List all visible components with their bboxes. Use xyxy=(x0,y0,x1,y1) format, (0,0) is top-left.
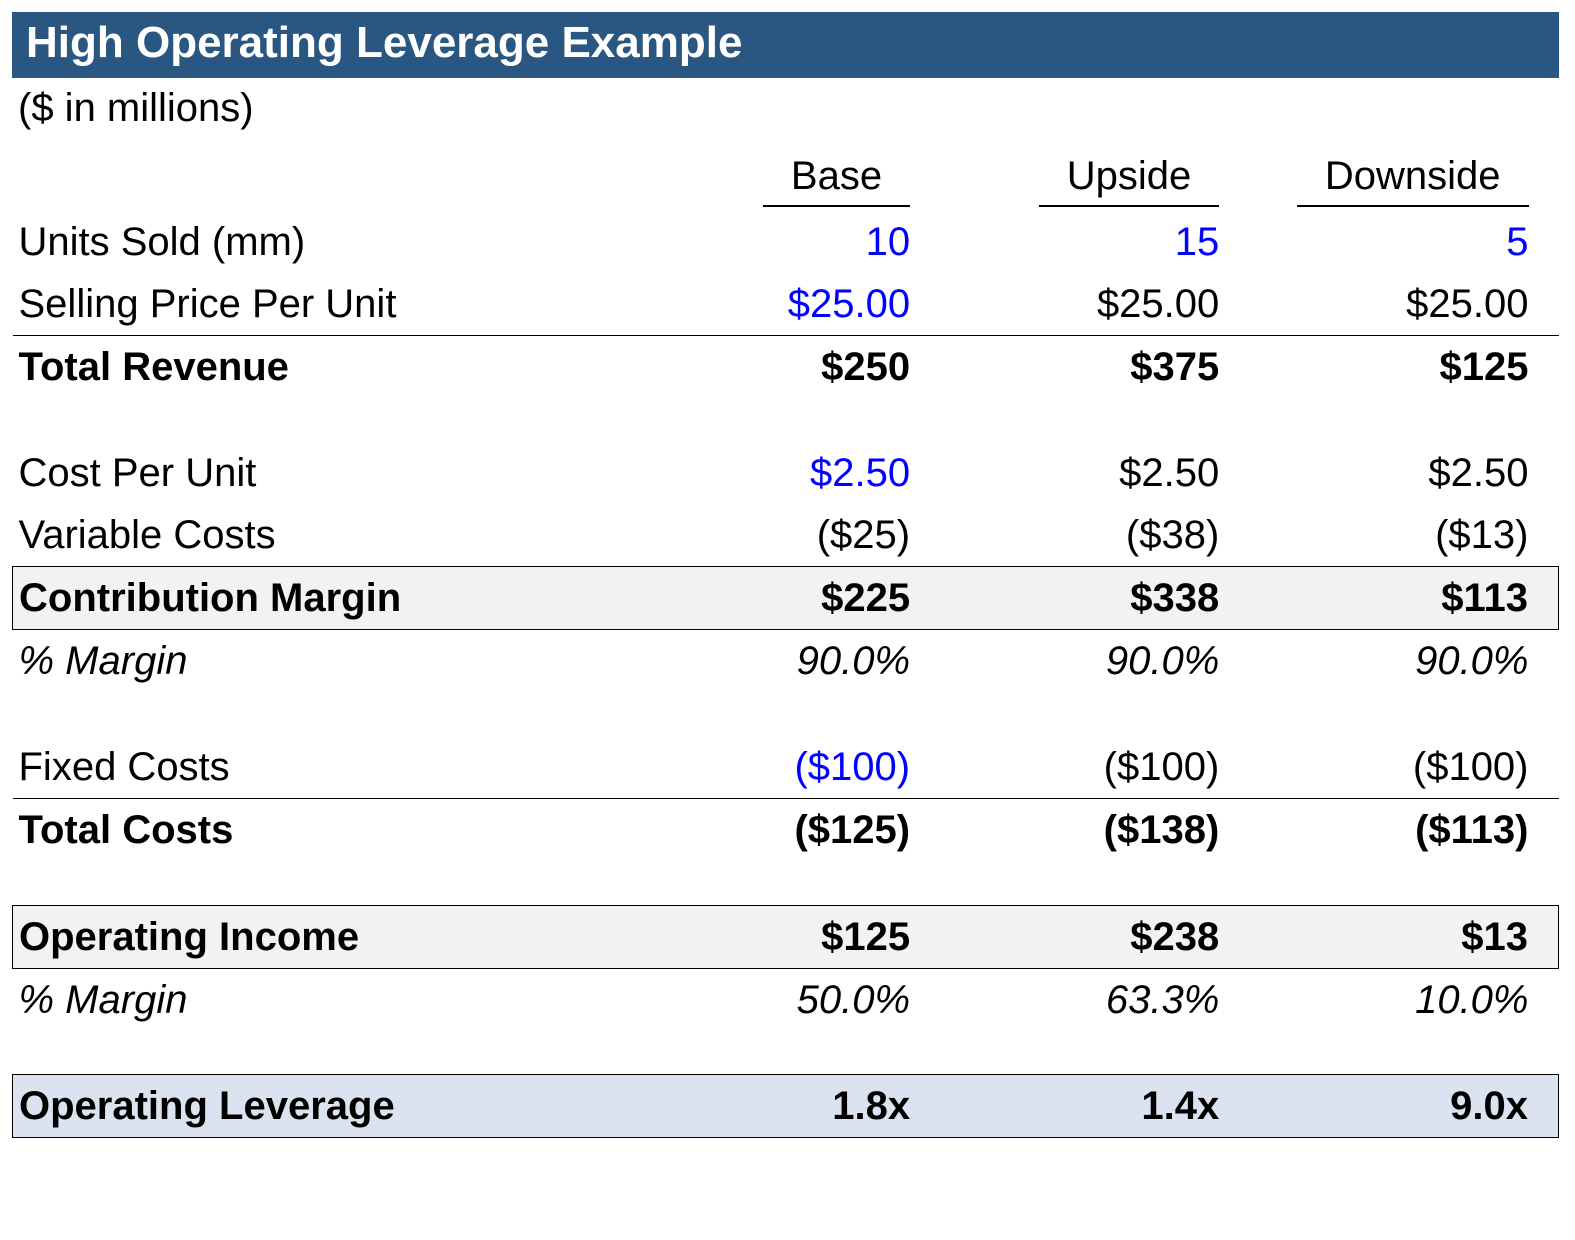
cell-value: $2.50 xyxy=(940,442,1249,504)
cell-value: $125 xyxy=(1249,336,1558,399)
cell-value: ($100) xyxy=(1249,736,1558,799)
cell-value: 90.0% xyxy=(631,630,940,693)
row-cost-per-unit: Cost Per Unit $2.50 $2.50 $2.50 xyxy=(13,442,1559,504)
cell-value: $113 xyxy=(1249,567,1558,630)
row-units-sold: Units Sold (mm) 10 15 5 xyxy=(13,211,1559,273)
cell-value: $25.00 xyxy=(631,273,940,336)
label-total-revenue: Total Revenue xyxy=(13,336,631,399)
label-units-sold: Units Sold (mm) xyxy=(13,211,631,273)
cell-value: 15 xyxy=(940,211,1249,273)
table-header-row: Base Upside Downside xyxy=(13,145,1559,211)
cell-value: $2.50 xyxy=(631,442,940,504)
cell-value: 63.3% xyxy=(940,968,1249,1031)
cell-value: ($125) xyxy=(631,799,940,862)
label-selling-price: Selling Price Per Unit xyxy=(13,273,631,336)
cell-value: 90.0% xyxy=(1249,630,1558,693)
row-contribution-margin: Contribution Margin $225 $338 $113 xyxy=(13,567,1559,630)
cell-value: 9.0x xyxy=(1249,1075,1558,1138)
leverage-table: Base Upside Downside Units Sold (mm) 10 … xyxy=(12,135,1559,1138)
cell-value: 90.0% xyxy=(940,630,1249,693)
label-operating-leverage: Operating Leverage xyxy=(13,1075,631,1138)
label-operating-income: Operating Income xyxy=(13,905,631,968)
cell-value: $250 xyxy=(631,336,940,399)
label-fixed-costs: Fixed Costs xyxy=(13,736,631,799)
cell-value: $375 xyxy=(940,336,1249,399)
cell-value: ($13) xyxy=(1249,504,1558,567)
cell-value: ($100) xyxy=(940,736,1249,799)
cell-value: ($25) xyxy=(631,504,940,567)
page-title: High Operating Leverage Example xyxy=(12,12,1559,78)
row-operating-income-pct: % Margin 50.0% 63.3% 10.0% xyxy=(13,968,1559,1031)
cell-value: $238 xyxy=(940,905,1249,968)
label-total-costs: Total Costs xyxy=(13,799,631,862)
row-total-costs: Total Costs ($125) ($138) ($113) xyxy=(13,799,1559,862)
cell-value: ($100) xyxy=(631,736,940,799)
label-contribution-pct: % Margin xyxy=(13,630,631,693)
cell-value: 10 xyxy=(631,211,940,273)
row-operating-leverage: Operating Leverage 1.8x 1.4x 9.0x xyxy=(13,1075,1559,1138)
cell-value: 5 xyxy=(1249,211,1558,273)
cell-value: $25.00 xyxy=(940,273,1249,336)
cell-value: $2.50 xyxy=(1249,442,1558,504)
subtitle-units: ($ in millions) xyxy=(12,78,1559,135)
col-header-upside: Upside xyxy=(1039,149,1220,207)
row-total-revenue: Total Revenue $250 $375 $125 xyxy=(13,336,1559,399)
label-contribution-margin: Contribution Margin xyxy=(13,567,631,630)
cell-value: $225 xyxy=(631,567,940,630)
row-selling-price: Selling Price Per Unit $25.00 $25.00 $25… xyxy=(13,273,1559,336)
label-operating-income-pct: % Margin xyxy=(13,968,631,1031)
cell-value: $338 xyxy=(940,567,1249,630)
cell-value: ($113) xyxy=(1249,799,1558,862)
col-header-base: Base xyxy=(763,149,910,207)
row-variable-costs: Variable Costs ($25) ($38) ($13) xyxy=(13,504,1559,567)
cell-value: 1.8x xyxy=(631,1075,940,1138)
cell-value: $25.00 xyxy=(1249,273,1558,336)
row-fixed-costs: Fixed Costs ($100) ($100) ($100) xyxy=(13,736,1559,799)
cell-value: $125 xyxy=(631,905,940,968)
cell-value: ($138) xyxy=(940,799,1249,862)
cell-value: ($38) xyxy=(940,504,1249,567)
cell-value: $13 xyxy=(1249,905,1558,968)
row-contribution-pct: % Margin 90.0% 90.0% 90.0% xyxy=(13,630,1559,693)
row-operating-income: Operating Income $125 $238 $13 xyxy=(13,905,1559,968)
col-header-downside: Downside xyxy=(1297,149,1529,207)
cell-value: 50.0% xyxy=(631,968,940,1031)
financial-table-container: High Operating Leverage Example ($ in mi… xyxy=(0,0,1575,1154)
label-variable-costs: Variable Costs xyxy=(13,504,631,567)
cell-value: 1.4x xyxy=(940,1075,1249,1138)
label-cost-per-unit: Cost Per Unit xyxy=(13,442,631,504)
cell-value: 10.0% xyxy=(1249,968,1558,1031)
